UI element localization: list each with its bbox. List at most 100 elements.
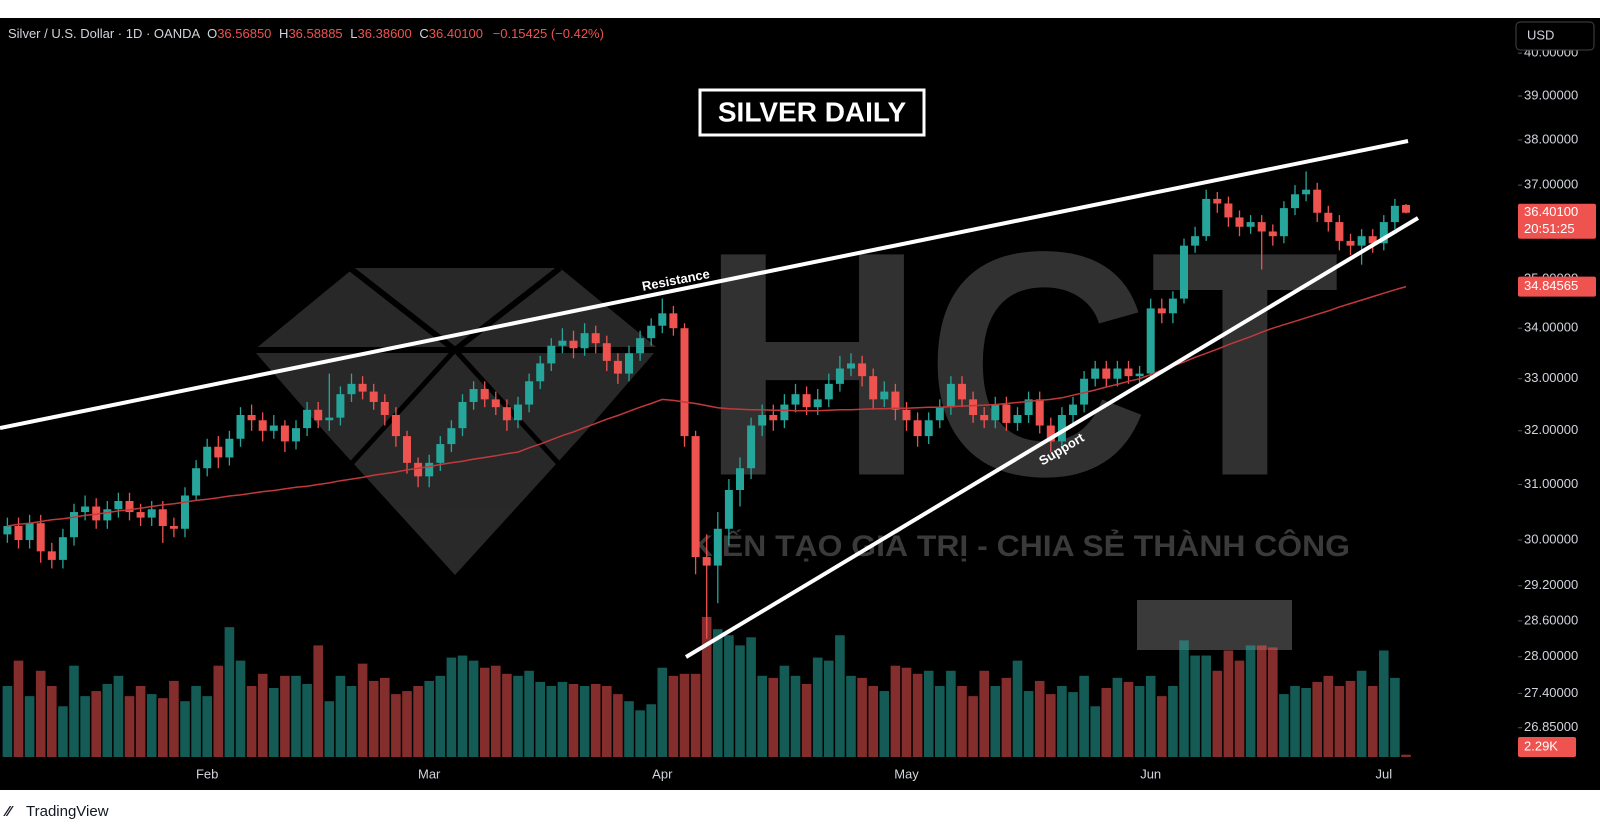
last-price-label: 36.40100 [1524, 204, 1578, 219]
candle-body [25, 523, 34, 541]
candle-body [403, 436, 411, 463]
candle-body [1002, 404, 1011, 423]
volume-bar [446, 657, 457, 757]
candle-body [525, 381, 534, 405]
watermark-brand: HCT [700, 185, 1340, 543]
y-tick-label: 37.00000 [1524, 177, 1578, 192]
volume-bar [479, 667, 490, 757]
candle-body [181, 495, 189, 529]
volume-bar [1245, 645, 1256, 757]
volume-bar [280, 675, 290, 757]
volume-bar [313, 645, 323, 757]
candle-body [991, 404, 1000, 421]
volume-bar [890, 665, 901, 757]
volume-bar [69, 665, 79, 757]
volume-bar [1179, 640, 1189, 757]
volume-bar [113, 675, 124, 757]
volume-bar [1256, 645, 1267, 757]
candle-body [414, 462, 423, 477]
candle-body [547, 345, 556, 364]
volume-bar [1090, 706, 1100, 757]
y-tick-label: 28.00000 [1524, 648, 1578, 663]
volume-bar [812, 657, 823, 757]
support-line [684, 216, 1420, 659]
ohlc-key: O [207, 26, 217, 41]
volume-bar [1034, 680, 1045, 757]
candle-body [869, 376, 878, 400]
volume-bar [679, 673, 690, 757]
candle-body [1091, 368, 1100, 379]
volume-bar [124, 696, 135, 757]
volume-bar [402, 691, 412, 757]
volume-bar [690, 673, 701, 757]
candle-body [1124, 368, 1133, 377]
volume-bar [701, 617, 712, 757]
volume-bar [1023, 691, 1034, 757]
volume-bar [1401, 754, 1411, 757]
volume-bar [346, 685, 357, 757]
candle-body [103, 509, 112, 521]
candle-body [1035, 399, 1044, 426]
candle-body [980, 415, 989, 421]
ohlc-key: H [279, 26, 288, 41]
candle-body [425, 462, 434, 477]
y-tick-label: 27.40000 [1524, 685, 1578, 700]
volume-bar [269, 688, 279, 757]
volume-bar [957, 685, 967, 757]
watermark-box [1137, 600, 1292, 650]
candle-body [1180, 245, 1188, 299]
header: Silver / U.S. Dollar · 1D · OANDA O36.56… [8, 26, 604, 41]
volume-bar [1123, 681, 1134, 757]
volume-bar [935, 685, 945, 757]
candle-body [514, 404, 522, 421]
candle-body [136, 512, 145, 518]
change: −0.15425 (−0.42%) [493, 26, 604, 41]
currency-button[interactable] [1515, 21, 1595, 51]
candle-body [902, 409, 911, 421]
volume-bar [457, 655, 468, 757]
volume-bar [424, 680, 434, 757]
candle-body [880, 391, 889, 400]
candle-body [203, 446, 212, 469]
y-tick-label: 29.20000 [1524, 577, 1578, 592]
volume-bar [779, 665, 790, 757]
volume-bar [169, 680, 179, 757]
volume-bar [1223, 650, 1234, 757]
candle-body [625, 353, 633, 374]
last-price-badge [1518, 203, 1596, 239]
candle-body [480, 389, 489, 400]
candle-body [813, 399, 822, 408]
candle-body [658, 313, 667, 326]
candle-body [1257, 222, 1266, 232]
volume-badge [1518, 737, 1576, 757]
volume-bar [35, 670, 46, 757]
y-tick-label: 26.85000 [1524, 719, 1578, 734]
volume-bar [202, 696, 212, 757]
candle-body [1357, 236, 1366, 246]
candle-body [702, 557, 711, 566]
volume-bar [368, 680, 379, 757]
candles [3, 171, 1410, 639]
candle-body [303, 409, 312, 429]
volume-bar [24, 696, 35, 757]
volume-bar [146, 694, 157, 757]
volume-bar [790, 675, 801, 757]
candle-body [1135, 373, 1144, 377]
candle-body [1324, 212, 1333, 223]
volume-bar [535, 681, 545, 757]
volume-bar [1268, 647, 1278, 757]
candle-body [691, 436, 700, 558]
volume-bar [724, 635, 734, 757]
x-tick-label: Mar [418, 766, 441, 781]
candle-body [1157, 308, 1166, 314]
watermark: HCT KIẾN TẠO GIÁ TRỊ - CHIA SẺ THÀNH CÔN… [246, 185, 1350, 650]
volume-bar [1356, 670, 1367, 757]
volume-bar [1212, 670, 1223, 757]
volume-bar [380, 677, 390, 757]
volume-bar [1079, 675, 1089, 757]
watermark-logo [250, 268, 660, 575]
candle-body [458, 401, 467, 429]
volume-bar [990, 685, 1001, 757]
resistance-line [0, 139, 1409, 430]
